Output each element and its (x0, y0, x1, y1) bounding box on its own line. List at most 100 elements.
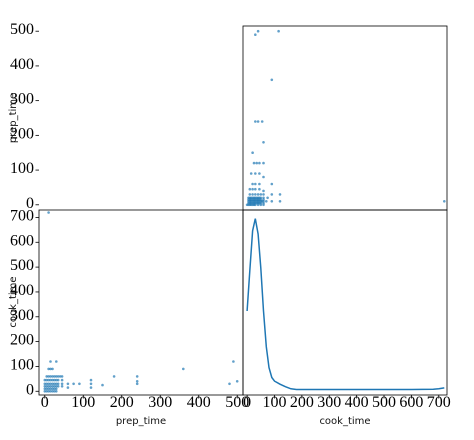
y-cook-time-tick-label-400: 400 (10, 282, 34, 299)
scatter-top-right-point-10 (255, 161, 258, 165)
scatter-bottom-left-point-2 (235, 380, 239, 383)
scatter-top-right-point-21 (248, 187, 252, 191)
panel-prep-time-density: 0 100 200 300 400 500 (10, 21, 39, 212)
scatter-bottom-left-point-33 (56, 375, 60, 378)
scatter-bottom-left-point-31 (53, 375, 56, 378)
scatter-top-right-point-1 (256, 29, 260, 33)
scatter-bottom-left-point-54 (51, 385, 54, 388)
scatter-top-right-point-68 (262, 200, 265, 203)
scatter-bottom-left-point-10 (89, 382, 93, 386)
scatter-bottom-left-point-64 (55, 387, 58, 391)
scatter-top-right-point-89 (254, 203, 257, 207)
scatter-top-right-point-28 (254, 193, 257, 196)
kde-line-cook-time (246, 218, 445, 391)
scatter-bottom-left-point-47 (53, 382, 56, 386)
scatter-bottom-left-point-26 (51, 367, 54, 371)
scatter-top-right-point-17 (251, 182, 254, 186)
scatter-bottom-left-point-48 (55, 382, 58, 386)
scatter-bottom-left-point-9 (89, 378, 93, 382)
scatter-top-right-point-24 (258, 187, 261, 191)
y-cook-time-tick-label-100: 100 (10, 356, 34, 373)
x-cook-time-tick-label-400: 400 (345, 394, 369, 411)
scatter-bottom-left-point-29 (49, 375, 52, 378)
scatter-bottom-left-point-0 (47, 211, 50, 214)
scatter-top-right-point-13 (249, 172, 253, 175)
scatter-top-right-point-27 (251, 193, 254, 196)
scatter-bottom-left-point-19 (60, 382, 64, 386)
scatter-top-right-point-11 (258, 161, 261, 165)
scatter-bottom-left-point-15 (72, 382, 75, 386)
scatter-bottom-left-point-41 (56, 378, 60, 382)
scatter-bottom-left-point-1 (232, 360, 235, 363)
y-prep-time-tick-label-400: 400 (10, 56, 34, 73)
scatter-top-right-point-18 (254, 182, 257, 186)
scatter-top-right-point-70 (270, 200, 274, 203)
x-prep-time-tick-label-400: 400 (187, 394, 211, 411)
scatter-top-right-point-7 (260, 120, 264, 123)
y-prep-time-tick-label-500: 500 (10, 21, 34, 38)
scatter-top-right-point-71 (278, 200, 282, 203)
scatter-bottom-left-point-43 (45, 382, 48, 386)
scatter-bottom-left-point-42 (43, 382, 47, 386)
scatter-bottom-left-point-22 (55, 360, 58, 363)
y-axis-label-prep-time: prep_time (8, 93, 19, 143)
x-cook-time-tick-label-300: 300 (317, 394, 341, 411)
scatter-bottom-left-point-38 (51, 378, 54, 382)
scatter-top-right-point-5 (254, 120, 257, 123)
scatter-bottom-left-point-20 (60, 385, 64, 388)
scatter-top-right-point-22 (251, 187, 254, 191)
scatter-bottom-left-point-25 (49, 367, 52, 371)
y-prep-time-tick-label-300: 300 (10, 91, 34, 108)
scatter-top-right-point-9 (252, 161, 256, 165)
scatter-top-right-point-31 (262, 193, 265, 196)
scatter-top-right-point-91 (259, 203, 263, 207)
scatter-bottom-left-point-28 (47, 375, 50, 378)
scatter-top-right-point-26 (248, 193, 252, 196)
y-cook-time-tick-label-500: 500 (10, 257, 34, 274)
scatter-top-right-point-8 (251, 151, 254, 154)
scatter-top-right-point-30 (259, 193, 263, 196)
panel-cook-time-density: 0 100 200 300 400 500 600 700 (242, 209, 451, 411)
scatter-top-right-point-4 (262, 141, 265, 144)
axes-frame-bottom-left (38, 209, 244, 396)
scatter-top-right-point-3 (270, 78, 274, 82)
scatter-top-right-point-6 (256, 120, 260, 123)
x-prep-time-tick-label-200: 200 (110, 394, 134, 411)
scatter-bottom-left-point-46 (51, 382, 54, 386)
scatter-bottom-left-point-44 (47, 382, 50, 386)
scatter-bottom-left-point-65 (43, 390, 47, 393)
scatter-bottom-left-point-24 (47, 367, 50, 371)
scatter-bottom-left-point-7 (135, 380, 139, 383)
scatter-bottom-left-point-17 (60, 375, 64, 378)
scatter-bottom-left-point-68 (49, 390, 52, 393)
x-prep-time-tick-label-300: 300 (148, 394, 172, 411)
scatter-bottom-left-point-60 (47, 387, 50, 391)
scatter-bottom-left-point-59 (45, 387, 48, 391)
scatter-bottom-left-point-30 (51, 375, 54, 378)
scatter-top-right-point-33 (278, 193, 282, 196)
scatter-top-right-point-25 (262, 189, 265, 193)
scatter-bottom-left-point-51 (45, 385, 48, 388)
y-cook-time-tick-label-600: 600 (10, 232, 34, 249)
scatter-top-right-point-69 (265, 200, 268, 203)
scatter-bottom-left-point-36 (47, 378, 50, 382)
y-cook-time-tick-label-0: 0 (26, 381, 34, 398)
scatter-bottom-left-point-58 (43, 387, 47, 391)
scatter-bottom-left-point-61 (49, 387, 52, 391)
scatter-top-right-point-93 (443, 200, 446, 203)
scatter-bottom-left-point-55 (53, 385, 56, 388)
scatter-bottom-left-point-62 (51, 387, 54, 391)
scatter-bottom-left-point-57 (56, 385, 60, 388)
scatter-bottom-left-point-70 (53, 390, 56, 393)
scatter-bottom-left-point-4 (182, 367, 185, 371)
scatter-bottom-left-point-52 (47, 385, 50, 388)
scatter-bottom-left-point-71 (55, 390, 58, 393)
x-cook-time-tick-label-500: 500 (372, 394, 396, 411)
x-cook-time-tick-label-600: 600 (399, 394, 423, 411)
scatter-top-right-point-16 (262, 175, 265, 179)
scatter-bottom-left-point-53 (49, 385, 52, 388)
scatter-bottom-left-point-40 (55, 378, 58, 382)
scatter-bottom-left-point-21 (58, 375, 62, 378)
scatter-top-right-point-90 (256, 203, 260, 207)
